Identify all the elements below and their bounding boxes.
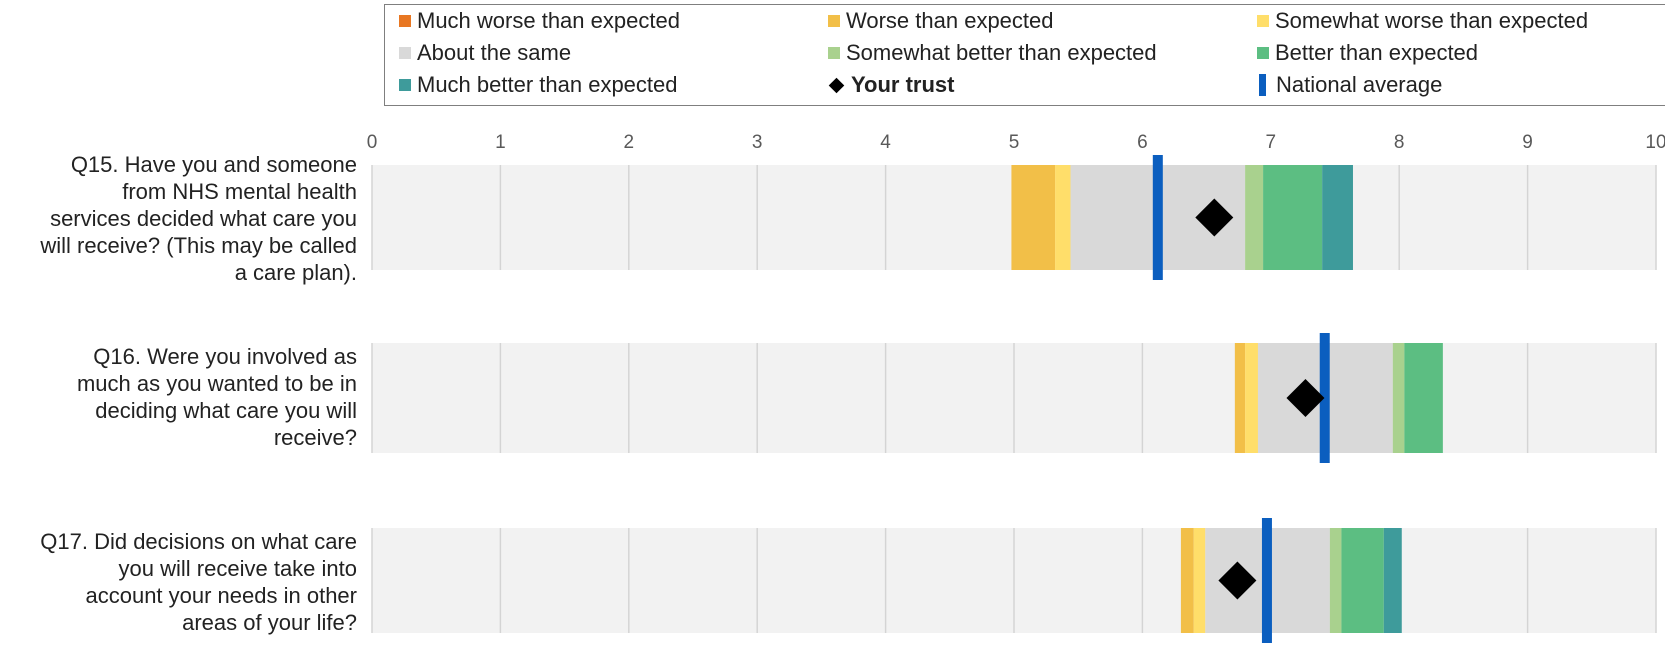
question-label-line: Q15. Have you and someone [70, 152, 357, 177]
question-label: Q15. Have you and someone from NHS mental… [0, 151, 357, 286]
range-band [1404, 343, 1443, 453]
range-band [1011, 165, 1056, 270]
national-average-bar [1152, 155, 1163, 280]
legend-item: Somewhat better than expected [828, 38, 1157, 68]
legend-label: Much better than expected [417, 72, 678, 97]
question-label-line: from NHS mental health [122, 179, 357, 204]
question-label-line: much as you wanted to be in [76, 371, 357, 396]
question-label: Q17. Did decisions on what care you will … [0, 528, 357, 636]
question-label-line: receive? [273, 425, 357, 450]
legend-item: Much better than expected [399, 70, 678, 100]
range-band [1263, 165, 1323, 270]
legend-item: National average [1257, 70, 1442, 100]
question-label: Q16. Were you involved as much as you wan… [0, 343, 357, 451]
range-band [1322, 165, 1353, 270]
range-band [1392, 343, 1405, 453]
question-label-line: areas of your life? [182, 610, 357, 635]
range-band [1341, 528, 1384, 633]
legend-item: Better than expected [1257, 38, 1478, 68]
x-tick-label: 1 [495, 132, 506, 153]
x-tick-label: 0 [367, 132, 378, 153]
legend-item: Your trust [828, 70, 954, 100]
x-tick-label: 2 [624, 132, 635, 153]
range-band [1329, 528, 1342, 633]
question-label-line: a care plan). [234, 260, 357, 285]
legend-label: Better than expected [1275, 40, 1479, 65]
legend-swatch [399, 47, 411, 59]
question-label-line: Q16. Were you involved as [93, 344, 357, 369]
range-band [1245, 343, 1258, 453]
legend-swatch [399, 79, 411, 91]
question-label-line: services decided what care you [50, 206, 357, 231]
legend-item: Worse than expected [828, 6, 1054, 36]
range-band [1383, 528, 1402, 633]
legend-swatch [1257, 47, 1269, 59]
national-average-bar [1261, 518, 1272, 643]
question-label-line: Q17. Did decisions on what care [40, 529, 357, 554]
your-trust-diamond [1218, 561, 1257, 600]
legend-swatch [399, 15, 411, 27]
x-tick-label: 5 [1009, 132, 1020, 153]
range-band [1234, 343, 1246, 453]
legend-label: Worse than expected [846, 8, 1054, 33]
x-tick-label: 10 [1645, 132, 1665, 153]
legend-swatch [1257, 15, 1269, 27]
legend-label: Your trust [851, 72, 955, 97]
legend-item: Somewhat worse than expected [1257, 6, 1588, 36]
legend-swatch [828, 15, 840, 27]
question-label-line: will receive? (This may be called [40, 233, 357, 258]
x-tick-label: 6 [1137, 132, 1148, 153]
national-average-bar [1319, 333, 1330, 463]
question-label-line: deciding what care you will [95, 398, 357, 423]
question-label-line: you will receive take into [118, 556, 357, 581]
range-band [1180, 528, 1194, 633]
your-trust-diamond [1286, 379, 1325, 417]
question-label-line: account your needs in other [85, 583, 357, 608]
x-tick-label: 4 [880, 132, 891, 153]
range-band [1055, 165, 1071, 270]
legend-item: Much worse than expected [399, 6, 680, 36]
legend-label: National average [1276, 72, 1443, 97]
range-band [1245, 165, 1264, 270]
legend-label: Somewhat worse than expected [1275, 8, 1589, 33]
legend-label: Much worse than expected [417, 8, 680, 33]
x-tick-label: 7 [1266, 132, 1277, 153]
x-tick-label: 8 [1394, 132, 1405, 153]
national-average-bar-icon [1259, 74, 1266, 96]
your-trust-diamond [1195, 198, 1234, 237]
x-tick-label: 3 [752, 132, 763, 153]
legend: Much worse than expected Worse than expec… [384, 4, 1665, 106]
legend-label: About the same [417, 40, 572, 65]
range-band [1193, 528, 1206, 633]
x-tick-label: 9 [1522, 132, 1533, 153]
legend-label: Somewhat better than expected [846, 40, 1157, 65]
legend-item: About the same [399, 38, 571, 68]
legend-swatch [828, 47, 840, 59]
